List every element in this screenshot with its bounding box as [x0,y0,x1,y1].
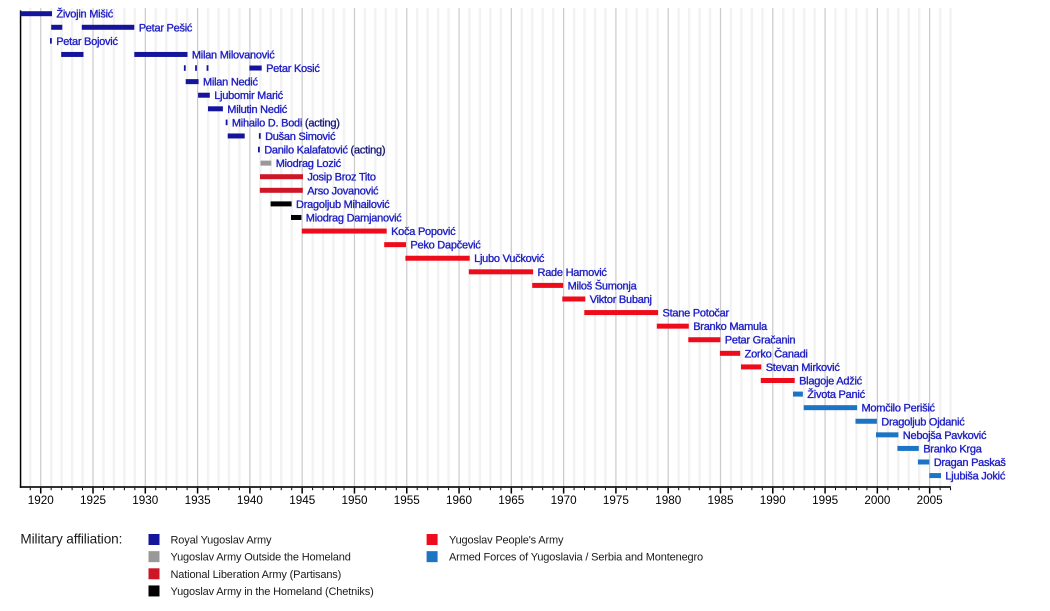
svg-text:Miodrag Damjanović: Miodrag Damjanović [306,212,403,224]
svg-text:Ljubomir Marić: Ljubomir Marić [214,90,283,102]
svg-text:Stevan Mirković: Stevan Mirković [766,362,841,374]
svg-text:Dragoljub Mihailović: Dragoljub Mihailović [296,199,390,211]
svg-text:Branko Mamula: Branko Mamula [693,321,768,333]
svg-text:1960: 1960 [446,494,473,507]
svg-text:Mihailo D. Bodi (acting): Mihailo D. Bodi (acting) [232,117,340,129]
svg-text:Milutin Nedić: Milutin Nedić [227,104,287,116]
svg-text:Josip Broz Tito: Josip Broz Tito [307,172,376,184]
svg-text:Miloš Šumonja: Miloš Šumonja [568,279,638,292]
svg-text:Zorko Čanadi: Zorko Čanadi [745,347,808,360]
svg-text:Petar Kosić: Petar Kosić [266,63,320,75]
svg-text:1920: 1920 [28,494,55,507]
svg-text:Danilo Kalafatović (acting): Danilo Kalafatović (acting) [264,145,385,157]
svg-text:Yugoslav People's Army: Yugoslav People's Army [449,535,564,547]
svg-text:Živojin Mišić: Živojin Mišić [56,8,113,21]
svg-text:1945: 1945 [289,494,316,507]
svg-text:1930: 1930 [132,494,159,507]
svg-text:Dragan Paskaš: Dragan Paskaš [934,457,1007,469]
svg-text:Petar Bojović: Petar Bojović [56,36,118,48]
svg-text:Armed Forces of Yugoslavia / S: Armed Forces of Yugoslavia / Serbia and … [449,552,703,564]
svg-text:Milan Milovanović: Milan Milovanović [192,49,275,61]
svg-text:1980: 1980 [655,494,682,507]
svg-text:1970: 1970 [551,494,578,507]
svg-text:Stane Potočar: Stane Potočar [663,308,730,320]
svg-text:Royal Yugoslav Army: Royal Yugoslav Army [171,535,273,547]
svg-text:Života Panić: Života Panić [807,388,865,401]
svg-text:1985: 1985 [707,494,734,507]
svg-text:1935: 1935 [185,494,212,507]
svg-text:Arso Jovanović: Arso Jovanović [307,185,379,197]
svg-text:Dragoljub Ojdanić: Dragoljub Ojdanić [881,416,965,428]
svg-text:1940: 1940 [237,494,264,507]
svg-text:1925: 1925 [80,494,107,507]
svg-text:Yugoslav Army in the Homeland: Yugoslav Army in the Homeland (Chetniks) [171,586,374,598]
svg-text:Momčilo Perišić: Momčilo Perišić [862,403,936,415]
svg-text:Miodrag Lozić: Miodrag Lozić [276,158,342,170]
svg-text:1990: 1990 [760,494,787,507]
svg-text:1995: 1995 [812,494,839,507]
svg-text:Milan Nedić: Milan Nedić [203,77,258,89]
svg-text:Military affiliation:: Military affiliation: [20,531,122,546]
svg-text:1955: 1955 [394,494,421,507]
svg-text:Viktor Bubanj: Viktor Bubanj [590,294,652,306]
svg-text:1965: 1965 [498,494,525,507]
svg-text:1950: 1950 [341,494,368,507]
svg-text:Dušan Simović: Dušan Simović [265,131,336,143]
svg-text:1975: 1975 [603,494,630,507]
svg-text:2005: 2005 [917,494,944,507]
svg-text:Peko Dapčević: Peko Dapčević [410,240,481,252]
svg-text:Nebojša Pavković: Nebojša Pavković [903,430,987,442]
svg-text:Branko Krga: Branko Krga [923,443,983,455]
svg-text:Rade Hamović: Rade Hamović [538,267,608,279]
svg-text:Yugoslav Army Outside the Home: Yugoslav Army Outside the Homeland [171,552,351,564]
svg-text:Ljubiša Jokić: Ljubiša Jokić [945,471,1005,483]
svg-text:National Liberation Army (Part: National Liberation Army (Partisans) [171,569,342,581]
svg-text:2000: 2000 [864,494,891,507]
svg-text:Petar Pešić: Petar Pešić [139,22,193,34]
svg-text:Blagoje Adžić: Blagoje Adžić [799,376,863,388]
svg-text:Petar Gračanin: Petar Gračanin [725,335,796,347]
svg-text:Ljubo Vučković: Ljubo Vučković [474,253,545,265]
svg-text:Koča Popović: Koča Popović [391,226,456,238]
